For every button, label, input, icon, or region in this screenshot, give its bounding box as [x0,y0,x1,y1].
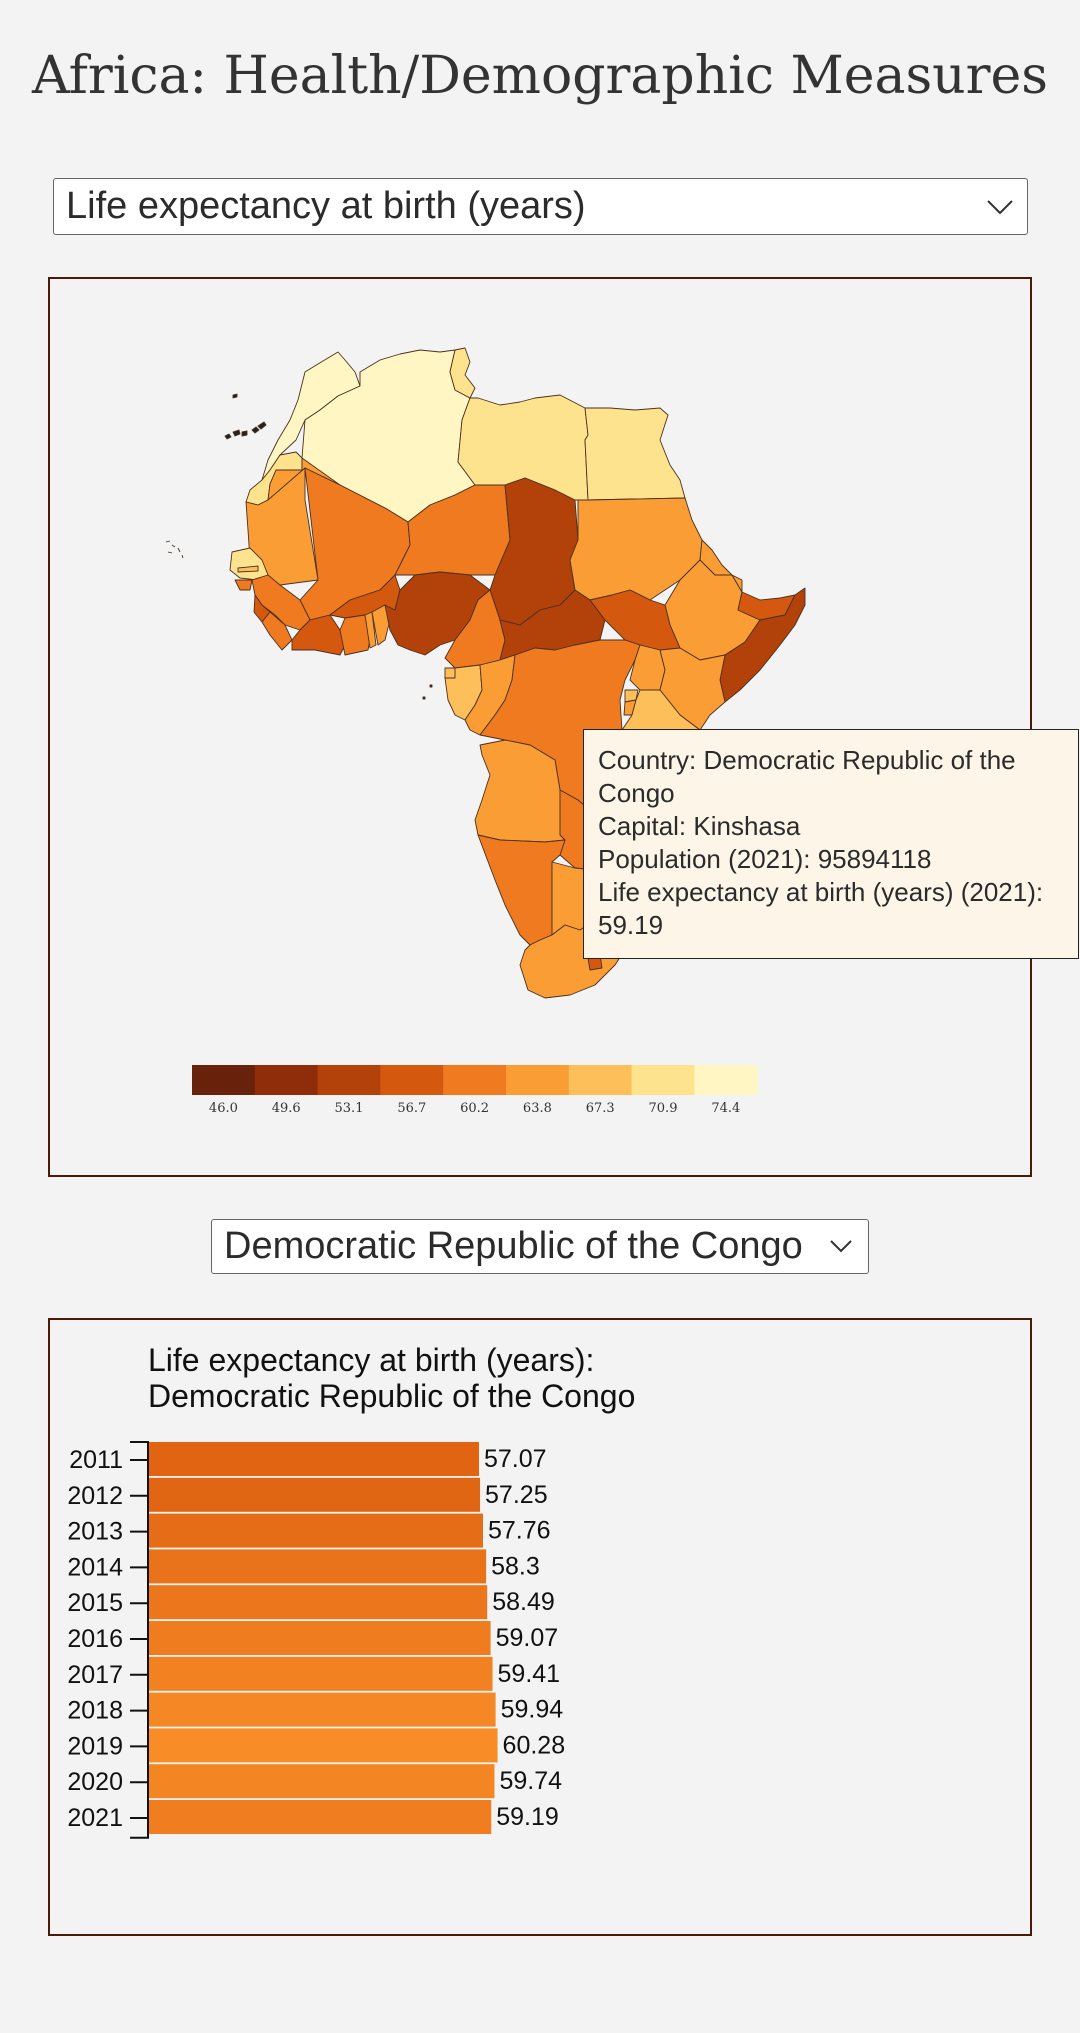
country-tunisia[interactable] [449,347,476,399]
map-panel [48,277,1032,1177]
cape-verde [165,540,184,559]
bar-2020[interactable] [149,1764,495,1799]
country-guinea-bissau[interactable] [234,579,253,591]
legend-tick-label: 60.2 [460,1101,489,1116]
country-sudan[interactable] [569,497,703,601]
sao-tome [422,684,433,700]
country-djibouti[interactable] [731,574,743,593]
y-tick-label: 2015 [67,1589,123,1617]
bar-value-label: 57.25 [485,1481,548,1509]
bar-value-label: 58.3 [491,1552,540,1580]
bar-2011[interactable] [149,1442,479,1476]
color-legend [192,1065,758,1095]
bar-chart: 57.07 2011 57.25 2012 57.76 2013 58.3 2014 58.49… [67,1441,566,1839]
bar-chart-panel [48,1318,1032,1936]
legend-swatch [631,1065,695,1095]
canary-islands [224,421,267,440]
bar-value-label: 59.41 [498,1660,561,1688]
bar-value-label: 59.19 [496,1803,559,1831]
y-tick-label: 2016 [67,1625,123,1653]
bar-2017[interactable] [149,1656,493,1691]
country-benin[interactable] [371,604,391,646]
country-gambia[interactable] [237,565,259,573]
country-south-sudan[interactable] [589,589,681,651]
bar-value-label: 59.07 [496,1624,559,1652]
madeira [232,393,238,399]
bar-chart-title: Life expectancy at birth (years): Democr… [148,1342,635,1414]
legend-swatch [254,1065,319,1095]
bar-2018[interactable] [149,1692,496,1727]
map-tooltip: Country: Democratic Republic of the Cong… [583,729,1079,959]
legend-swatch [694,1065,758,1095]
legend-swatch [506,1065,570,1095]
tooltip-country: Country: Democratic Republic of the Cong… [598,745,1016,808]
measure-select-value: Life expectancy at birth (years) [66,185,586,227]
bar-2013[interactable] [149,1513,483,1548]
tooltip-capital: Capital: Kinshasa [598,811,801,841]
bar-2021[interactable] [149,1800,492,1834]
legend-tick-label: 74.4 [711,1101,740,1116]
y-tick-label: 2019 [67,1732,123,1760]
country-togo[interactable] [364,611,377,649]
bar-value-label: 58.49 [492,1588,555,1616]
y-tick-label: 2011 [69,1446,123,1474]
legend-swatch [568,1065,633,1095]
bar-chart-title-line2: Democratic Republic of the Congo [148,1378,636,1414]
legend-swatch [317,1065,381,1095]
country-kenya[interactable] [659,647,726,731]
africa-map: 46.0 49.6 53.1 56.7 60.2 63.8 67.3 70.9 74.4 [165,347,806,1116]
tooltip-population: Population (2021): 95894118 [598,844,932,874]
tooltip-measure: Life expectancy at birth (years) (2021):… [598,877,1044,940]
bar-value-label: 60.28 [503,1731,566,1759]
bar-chart-title-line1: Life expectancy at birth (years): [148,1342,595,1378]
legend-swatch [443,1065,507,1095]
bar-value-label: 59.74 [499,1767,562,1795]
bar-2019[interactable] [149,1728,498,1763]
legend-tick-label: 67.3 [586,1101,615,1116]
bar-2014[interactable] [149,1549,487,1584]
legend-tick-label: 70.9 [649,1101,678,1116]
bar-2015[interactable] [149,1585,488,1620]
y-tick-label: 2013 [67,1518,123,1546]
y-tick-label: 2018 [67,1697,123,1725]
legend-tick-label: 56.7 [397,1101,426,1116]
chevron-down-icon [987,199,1013,214]
y-tick-label: 2012 [67,1482,123,1510]
country-select[interactable]: Democratic Republic of the Congo [211,1219,869,1274]
chevron-down-icon [830,1239,852,1252]
y-axis [130,1441,149,1839]
measure-select[interactable]: Life expectancy at birth (years) [53,178,1028,235]
bar-2012[interactable] [149,1477,481,1512]
bar-value-label: 59.94 [501,1696,564,1724]
legend-tick-label: 46.0 [209,1101,238,1116]
country-egypt[interactable] [584,407,686,501]
legend-labels: 46.0 49.6 53.1 56.7 60.2 63.8 67.3 70.9 74.4 [209,1101,740,1116]
y-tick-label: 2014 [67,1553,123,1581]
bar-2016[interactable] [149,1621,491,1655]
legend-tick-label: 49.6 [272,1101,301,1116]
legend-tick-label: 53.1 [335,1101,364,1116]
legend-tick-label: 63.8 [523,1101,552,1116]
country-equatorial-guinea[interactable] [444,667,456,679]
y-tick-label: 2017 [67,1661,123,1689]
country-select-value: Democratic Republic of the Congo [224,1225,803,1267]
country-cote-divoire[interactable] [291,614,346,656]
bar-value-label: 57.76 [488,1517,551,1545]
page-title: Africa: Health/Demographic Measures [31,46,1048,106]
legend-swatch [192,1065,256,1095]
y-tick-label: 2021 [67,1804,123,1832]
legend-swatch [380,1065,444,1095]
y-tick-label: 2020 [67,1768,123,1796]
bar-value-label: 57.07 [484,1445,547,1473]
